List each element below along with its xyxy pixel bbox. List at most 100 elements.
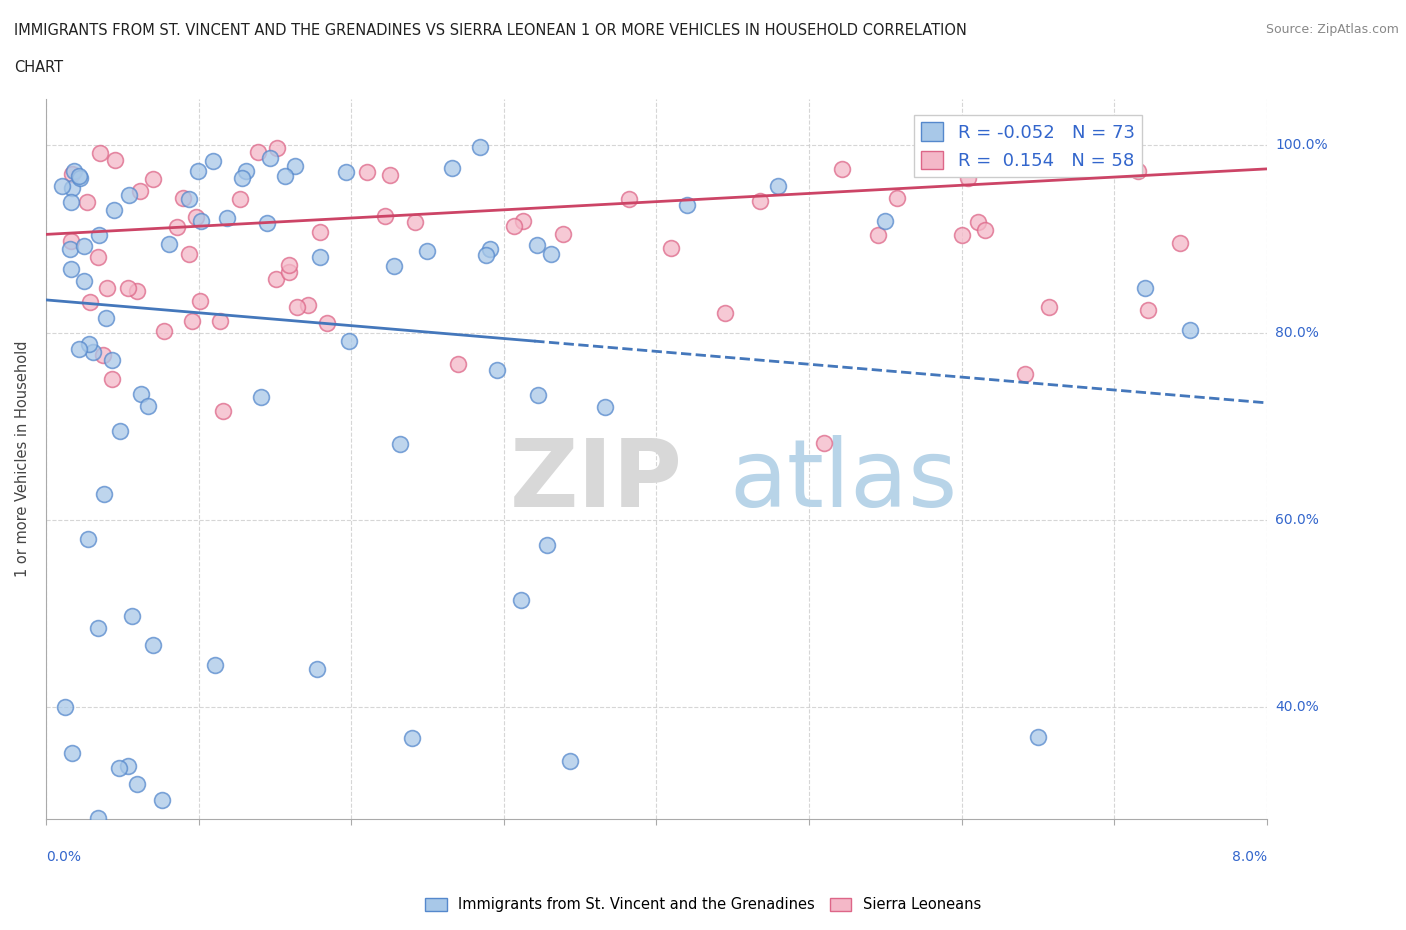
Point [104,153,127,167]
Point [229,192,252,206]
Point [527,387,550,402]
Text: 80.0%: 80.0% [1275,326,1319,339]
Point [1136,303,1159,318]
Point [749,193,772,208]
Point [536,538,558,552]
Point [813,435,835,450]
Point [264,272,287,286]
Point [593,400,616,415]
Point [60,166,83,181]
Text: Source: ZipAtlas.com: Source: ZipAtlas.com [1265,23,1399,36]
Point [96,281,118,296]
Point [676,197,699,212]
Point [89,146,111,161]
Point [67,168,90,183]
Point [150,792,173,807]
Point [478,242,501,257]
Text: 40.0%: 40.0% [1275,700,1319,714]
Point [59,242,82,257]
Point [475,247,498,262]
Point [73,238,96,253]
Point [235,164,257,179]
Text: 100.0%: 100.0% [1275,139,1327,153]
Point [53,700,76,715]
Point [659,240,682,255]
Point [77,337,100,352]
Point [335,165,357,179]
Point [166,219,188,234]
Point [274,168,297,183]
Point [87,228,110,243]
Point [59,233,82,248]
Point [51,179,73,193]
Point [315,315,337,330]
Y-axis label: 1 or more Vehicles in Household: 1 or more Vehicles in Household [15,340,30,578]
Point [187,164,209,179]
Point [382,259,405,273]
Point [177,246,200,261]
Point [101,352,124,367]
Point [201,153,224,168]
Text: CHART: CHART [14,60,63,75]
Legend: R = -0.052   N = 73, R =  0.154   N = 58: R = -0.052 N = 73, R = 0.154 N = 58 [914,115,1142,177]
Point [389,437,412,452]
Point [172,191,194,206]
Point [256,216,278,231]
Point [308,250,330,265]
Point [79,295,101,310]
Point [768,179,790,193]
Point [212,404,235,418]
Text: 0.0%: 0.0% [46,850,82,864]
Point [285,299,308,314]
Point [404,215,426,230]
Point [868,228,890,243]
Point [441,160,464,175]
Point [713,305,735,320]
Point [540,246,562,261]
Point [76,194,98,209]
Point [118,187,141,202]
Point [127,284,149,299]
Point [103,203,125,218]
Point [76,532,98,547]
Point [512,214,534,229]
Point [259,151,281,166]
Point [87,620,110,635]
Point [284,159,307,174]
Point [129,387,152,402]
Point [250,390,273,405]
Point [110,423,132,438]
Point [93,486,115,501]
Point [87,811,110,826]
Point [468,140,491,154]
Point [153,324,176,339]
Point [277,264,299,279]
Point [886,191,908,206]
Point [415,244,437,259]
Point [190,213,212,228]
Point [108,761,131,776]
Point [278,258,301,272]
Point [209,313,232,328]
Point [215,210,238,225]
Point [957,170,980,185]
Text: atlas: atlas [730,434,957,526]
Point [551,226,574,241]
Point [1126,164,1149,179]
Point [337,334,360,349]
Point [1133,280,1156,295]
Point [1168,235,1191,250]
Point [181,313,204,328]
Point [91,348,114,363]
Point [188,293,211,308]
Point [966,215,988,230]
Point [117,281,139,296]
Point [231,171,253,186]
Point [157,237,180,252]
Point [62,746,84,761]
Point [485,363,508,378]
Text: IMMIGRANTS FROM ST. VINCENT AND THE GRENADINES VS SIERRA LEONEAN 1 OR MORE VEHIC: IMMIGRANTS FROM ST. VINCENT AND THE GREN… [14,23,967,38]
Point [63,164,86,179]
Point [297,298,319,312]
Point [1026,729,1049,744]
